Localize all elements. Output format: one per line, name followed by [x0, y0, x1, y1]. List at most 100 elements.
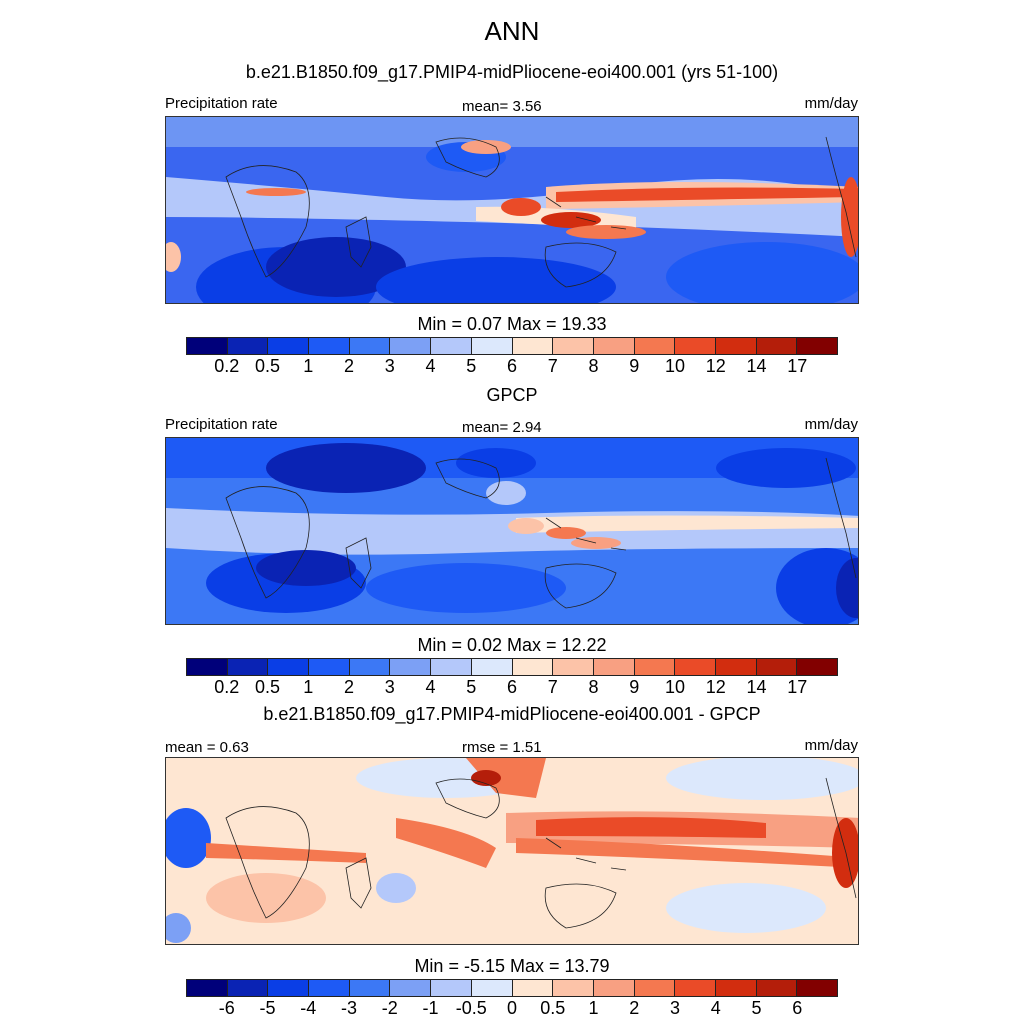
colorbar-tick-label: 1: [303, 356, 314, 376]
panel2-map-svg: [166, 438, 858, 624]
panel3-minmax-label: Min = -5.15 Max = 13.79: [414, 956, 610, 976]
colorbar-box: [431, 980, 472, 996]
colorbar-tick-label: 3: [384, 677, 395, 697]
panel3-mean-label: mean = 0.63: [165, 739, 249, 756]
panel3-colorbar-labels: -6 -5 -4 -3 -2 -1 -0.5 0 0.5 1 2 3 4 5 6: [186, 998, 838, 1020]
colorbar-box: [715, 338, 757, 354]
colorbar-tick-label: 2: [343, 677, 355, 697]
colorbar-box: [797, 659, 837, 675]
colorbar-tick-label: 17: [787, 356, 808, 376]
colorbar-tick-label: 14: [746, 356, 767, 376]
colorbar-tick-label: 12: [705, 677, 726, 697]
colorbar-box: [634, 659, 676, 675]
colorbar-tick-label: 0: [506, 998, 518, 1018]
colorbar-tick-label: -5: [259, 998, 276, 1018]
colorbar-tick-label: 0.5: [540, 998, 566, 1018]
colorbar-box: [675, 980, 716, 996]
colorbar-box: [593, 338, 635, 354]
colorbar-box: [349, 659, 391, 675]
colorbar-tick-label: -2: [381, 998, 398, 1018]
colorbar-box: [309, 659, 350, 675]
colorbar-tick-label: 0.5: [254, 677, 281, 697]
colorbar-box: [349, 980, 391, 996]
colorbar-tick-label: 0.5: [254, 356, 281, 376]
colorbar-box: [634, 980, 676, 996]
panel1-colorbar: [186, 337, 838, 355]
panel3-units-label: mm/day: [804, 737, 858, 754]
colorbar-tick-label: 5: [466, 356, 477, 376]
colorbar-box: [227, 980, 269, 996]
colorbar-box: [553, 980, 594, 996]
panel3-rmse-label: rmse = 1.51: [462, 739, 542, 756]
colorbar-tick-label: -3: [340, 998, 358, 1018]
colorbar-tick-label: 8: [588, 356, 599, 376]
panel2-map: [165, 437, 859, 625]
panel1-minmax-label: Min = 0.07 Max = 19.33: [417, 314, 607, 334]
colorbar-box: [756, 659, 798, 675]
panel3-map: [165, 757, 859, 945]
colorbar-tick-label: 14: [746, 677, 767, 697]
colorbar-box: [268, 338, 310, 354]
colorbar-box: [593, 659, 635, 675]
colorbar-tick-label: 17: [787, 677, 808, 697]
colorbar-tick-label: 4: [425, 677, 436, 697]
panel3-title: b.e21.B1850.f09_g17.PMIP4-midPliocene-eo…: [263, 704, 761, 724]
colorbar-tick-label: 12: [705, 356, 726, 376]
colorbar-tick-label: 2: [629, 998, 640, 1018]
panel1-map-svg: [166, 117, 858, 303]
colorbar-tick-label: 1: [303, 677, 314, 697]
colorbar-box: [756, 338, 798, 354]
colorbar-tick-label: -4: [300, 998, 317, 1018]
colorbar-box: [512, 980, 554, 996]
colorbar-box: [431, 338, 472, 354]
colorbar-box: [553, 659, 594, 675]
panel2-colorbar: [186, 658, 838, 676]
colorbar-box: [512, 659, 554, 675]
colorbar-box: [797, 338, 837, 354]
colorbar-tick-label: 3: [669, 998, 681, 1018]
panel2-units-label: mm/day: [804, 416, 858, 433]
colorbar-tick-label: 7: [547, 356, 558, 376]
colorbar-tick-label: 6: [792, 998, 803, 1018]
panel1-variable-label: Precipitation rate: [165, 95, 278, 112]
colorbar-box: [715, 980, 757, 996]
main-title: ANN: [484, 16, 540, 46]
colorbar-box: [390, 338, 432, 354]
colorbar-box: [431, 659, 472, 675]
colorbar-box: [349, 338, 391, 354]
panel1-units-label: mm/day: [804, 95, 858, 112]
colorbar-box: [715, 659, 757, 675]
colorbar-box: [187, 659, 228, 675]
colorbar-box: [634, 338, 676, 354]
panel2-mean-label: mean= 2.94: [462, 419, 542, 436]
colorbar-box: [187, 338, 228, 354]
colorbar-box: [227, 338, 269, 354]
colorbar-box: [797, 980, 837, 996]
colorbar-tick-label: 4: [710, 998, 721, 1018]
colorbar-box: [675, 659, 716, 675]
colorbar-tick-label: 6: [506, 677, 518, 697]
colorbar-box: [390, 659, 432, 675]
colorbar-tick-label: 1: [588, 998, 599, 1018]
panel1-mean-label: mean= 3.56: [462, 98, 542, 115]
colorbar-box: [593, 980, 635, 996]
colorbar-box: [756, 980, 798, 996]
colorbar-box: [227, 659, 269, 675]
colorbar-box: [471, 338, 513, 354]
panel2-variable-label: Precipitation rate: [165, 416, 278, 433]
colorbar-box: [471, 980, 513, 996]
colorbar-box: [187, 980, 228, 996]
colorbar-box: [309, 980, 350, 996]
colorbar-tick-label: 6: [506, 356, 518, 376]
colorbar-tick-label: 2: [343, 356, 355, 376]
colorbar-tick-label: -6: [218, 998, 235, 1018]
panel1-colorbar-labels: 0.2 0.5 1 2 3 4 5 6 7 8 9 10 12 14 17: [186, 356, 838, 378]
panel2-minmax-label: Min = 0.02 Max = 12.22: [417, 635, 607, 655]
colorbar-tick-label: 10: [664, 677, 686, 697]
colorbar-tick-label: 4: [425, 356, 436, 376]
panel3-colorbar: [186, 979, 838, 997]
colorbar-box: [471, 659, 513, 675]
colorbar-tick-label: 9: [629, 677, 640, 697]
colorbar-tick-label: 3: [384, 356, 395, 376]
colorbar-tick-label: 9: [629, 356, 640, 376]
